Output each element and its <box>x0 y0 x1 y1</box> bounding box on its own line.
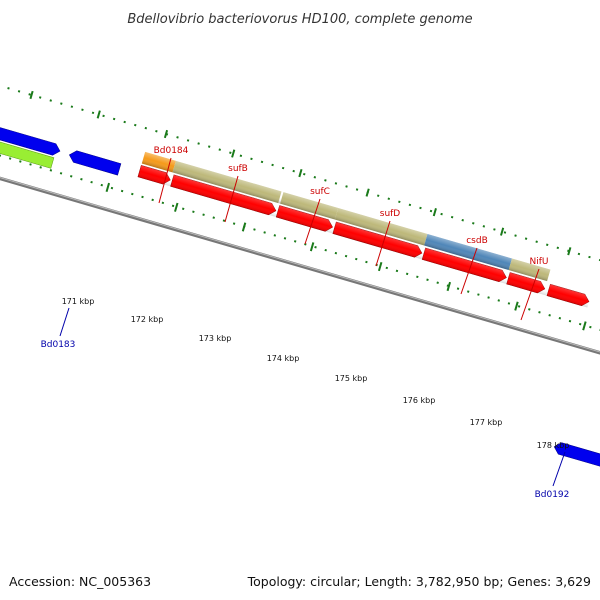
gene-arrow-bd0183 <box>68 150 122 176</box>
leader-line-bd0192 <box>552 451 566 487</box>
leader-line-sufc <box>304 198 321 245</box>
gene-arrow-bd0192 <box>553 442 600 474</box>
inner-major-tick <box>446 281 452 292</box>
tick-label: 174 kbp <box>267 354 300 363</box>
tick-label: 171 kbp <box>62 297 95 306</box>
gene-label-bd0183[interactable]: Bd0183 <box>41 340 76 350</box>
leader-line-sufb <box>224 175 239 223</box>
inner-major-tick <box>582 321 587 331</box>
leader-line-nifu <box>520 268 540 321</box>
feature-lime <box>0 139 55 169</box>
tick-label: 173 kbp <box>199 334 232 343</box>
gene-label-nifu[interactable]: NifU <box>530 257 549 267</box>
outer-ruler-dots <box>7 87 600 285</box>
tick-label: 175 kbp <box>335 374 368 383</box>
accession-label: Accession: NC_005363 <box>9 574 151 589</box>
outer-major-tick <box>163 129 169 139</box>
leader-line-bd0184 <box>158 157 172 204</box>
leader-line-bd0183 <box>59 307 70 337</box>
outer-major-tick <box>298 168 303 178</box>
tick-label: 177 kbp <box>470 418 503 427</box>
outer-major-tick <box>96 110 101 119</box>
gene-arrow-next <box>546 283 590 307</box>
outer-major-tick <box>231 149 236 158</box>
inner-major-tick <box>309 242 315 252</box>
operon-bar-shade <box>141 151 551 282</box>
reverse-genes <box>0 126 600 474</box>
gene-label-sufc[interactable]: sufC <box>310 187 330 197</box>
outer-ruler <box>7 87 600 285</box>
inner-major-ticks <box>105 182 587 331</box>
outer-major-tick <box>500 227 505 236</box>
outer-major-tick <box>29 90 34 100</box>
outer-major-tick <box>432 208 437 217</box>
inner-major-tick <box>105 182 111 193</box>
inner-major-tick <box>174 202 179 212</box>
tick-label: 178 kbp <box>537 441 570 450</box>
genome-summary: Topology: circular; Length: 3,782,950 bp… <box>247 574 591 589</box>
gene-label-sufd[interactable]: sufD <box>380 209 401 219</box>
gene-label-bd0192[interactable]: Bd0192 <box>535 490 570 500</box>
inner-ruler-dots <box>0 151 600 349</box>
gene-label-bd0184[interactable]: Bd0184 <box>154 146 189 156</box>
gene-label-csdb[interactable]: csdB <box>466 236 488 246</box>
forward-genes <box>137 165 591 308</box>
gene-labels: Bd0183 Bd0184 sufB sufC sufD csdB NifU Bd0192 <box>41 146 570 500</box>
inner-ruler <box>0 151 600 349</box>
tick-label: 176 kbp <box>403 396 436 405</box>
outer-major-tick <box>365 188 370 197</box>
inner-major-tick <box>514 301 519 311</box>
gene-arrow-prev <box>0 126 61 156</box>
inner-major-tick <box>241 222 247 232</box>
outer-major-tick <box>567 247 572 256</box>
inner-major-tick <box>377 261 383 272</box>
gene-label-sufb[interactable]: sufB <box>228 164 248 174</box>
operon-bar <box>141 151 551 282</box>
leader-line-csdb <box>460 247 478 295</box>
tick-label: 172 kbp <box>131 315 164 324</box>
map-title: Bdellovibrio bacteriovorus HD100, comple… <box>127 12 472 27</box>
map-track <box>0 87 600 474</box>
leader-line-sufd <box>375 220 391 267</box>
